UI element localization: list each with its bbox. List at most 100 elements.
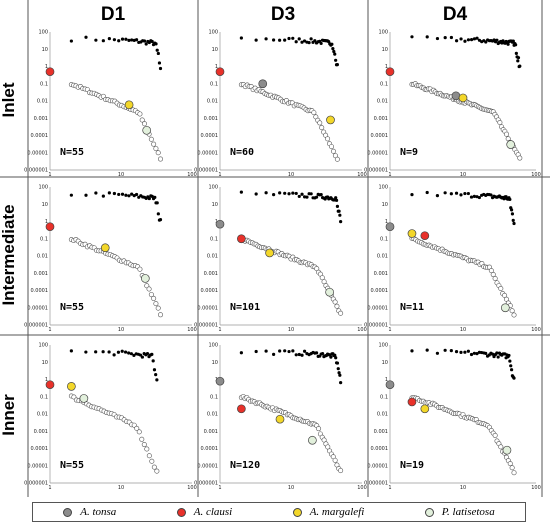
abundance-point [509,308,515,314]
count-point [512,221,516,226]
abundance-point [311,110,317,116]
panel-intermediate-d1: 1001010.10.010.0010.00010.000010.0000011… [24,185,197,334]
y-tick-label: 0.000001 [24,323,48,329]
panel-inner-d3: 100 10 1 0.1 0.01 0.001 0.0001 0.00001 0.000001 1… [194,343,367,492]
count-point [278,349,282,353]
species-point-latisetosa [140,274,150,283]
legend-item: A. tonsa [63,506,116,518]
count-point [410,35,414,39]
count-point [150,352,154,356]
y-tick-label: 0.1 [40,81,48,87]
y-tick-label: 0.00001 [197,150,218,156]
count-point [509,368,514,372]
x-tick-label: 1 [48,485,51,491]
y-tick-label: 0.001 [34,271,48,277]
count-point [337,209,341,213]
y-tick-label: 1 [385,64,388,70]
count-point [107,350,111,354]
y-tick-label: 0.000001 [194,323,218,329]
abundance-point [325,136,331,142]
abundance-point [155,150,161,156]
count-point [336,367,340,371]
count-point [300,192,304,196]
abundance-point [157,312,163,318]
legend-item: A. clausi [176,506,232,518]
count-point [466,38,471,42]
x-tick-label: 1 [218,485,221,491]
y-tick-label: 0.00001 [367,463,388,469]
species-point-clausi [237,234,246,244]
x-tick-label: 1 [388,172,391,178]
count-point [335,204,340,208]
y-tick-label: 0.1 [380,81,388,87]
count-point [475,36,479,40]
species-point-tonsa [215,219,225,229]
count-point [287,192,291,196]
abundance-point [149,458,155,464]
abundance-point [144,446,150,452]
y-tick-label: 0.001 [204,271,218,277]
y-tick-label: 0.000001 [364,323,388,329]
abundance-point [321,279,327,285]
count-point [410,349,414,353]
count-point [339,220,343,224]
count-point [443,191,447,195]
y-tick-label: 0.1 [40,394,48,400]
count-point [337,371,341,375]
abundance-point [317,120,323,126]
count-point [475,352,479,356]
y-tick-label: 0.01 [37,412,48,418]
count-point [151,359,155,363]
count-point [254,349,258,354]
legend-item: A. margalefi [292,506,364,518]
abundance-point [151,464,157,470]
y-tick-label: 0.001 [34,116,48,122]
abundance-point [488,268,494,274]
count-point [508,359,512,363]
y-tick-label: 100 [378,185,388,191]
abundance-point [498,285,504,291]
count-point [129,352,133,356]
y-tick-label: 1 [45,64,48,70]
count-point [116,350,121,354]
abundance-point [148,292,154,298]
x-tick-label: 1 [218,327,221,333]
species-point-clausi [215,67,225,77]
count-point [495,351,499,355]
count-point [333,353,337,357]
y-tick-label: 100 [38,185,48,191]
species-point-margalefi [458,93,468,103]
abundance-point [137,266,143,272]
count-point [294,40,298,44]
abundance-point [498,444,504,450]
y-tick-label: 0.000001 [24,481,48,487]
species-point-clausi [420,231,430,241]
y-tick-label: 0.001 [34,429,48,435]
abundance-point [155,305,161,311]
row-header-inner: Inner [0,394,18,436]
row-header-intermediate: Intermediate [0,204,18,305]
abundance-point [139,117,145,123]
count-point [297,37,301,41]
species-point-margalefi [420,404,430,414]
y-tick-label: 0.0001 [371,446,389,452]
count-point [410,193,414,197]
y-tick-label: 0.001 [374,116,388,122]
y-tick-label: 0.01 [207,99,218,105]
count-point [475,195,479,199]
count-point [138,353,143,357]
y-tick-label: 0.000001 [364,168,388,174]
abundance-point [319,125,325,131]
x-tick-label: 100 [357,327,367,333]
count-point [264,191,268,195]
count-point [338,373,342,377]
count-point [112,353,116,357]
count-point [484,351,488,356]
panels: 1001010.10.010.0010.00010.000010.0000011… [24,30,541,492]
y-tick-label: 0.0001 [31,133,49,139]
count-point [120,37,125,41]
count-point [477,195,481,200]
count-point [112,191,116,196]
column-header-d1: D1 [101,4,126,25]
count-point [449,35,454,40]
